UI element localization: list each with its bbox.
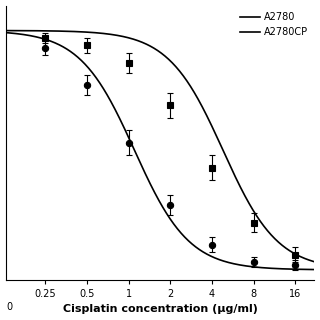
- Legend: A2780, A2780CP: A2780, A2780CP: [238, 11, 309, 39]
- X-axis label: Cisplatin concentration (μg/ml): Cisplatin concentration (μg/ml): [63, 304, 258, 315]
- Text: 0: 0: [6, 302, 12, 312]
